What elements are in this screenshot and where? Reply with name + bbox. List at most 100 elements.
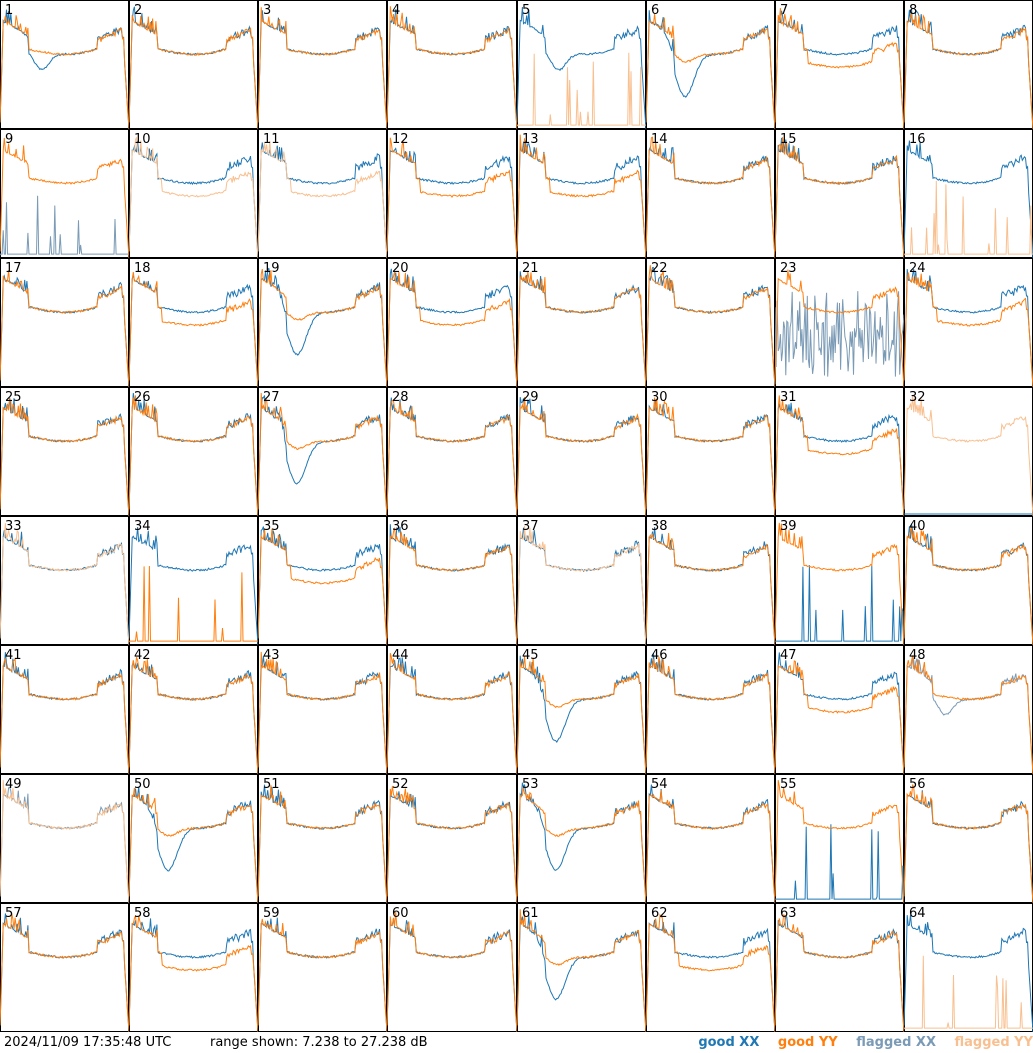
series-xx-good bbox=[0, 274, 129, 387]
series-yy-good bbox=[129, 272, 258, 387]
series-xx-good bbox=[904, 790, 1033, 903]
panel-number: 17 bbox=[5, 261, 22, 276]
panel-plot-1 bbox=[0, 0, 129, 129]
panel-plot-56 bbox=[904, 774, 1033, 903]
panel-plot-53 bbox=[517, 774, 646, 903]
series-yy-good bbox=[0, 270, 129, 387]
panel-number: 16 bbox=[909, 132, 926, 147]
panel-number: 10 bbox=[134, 132, 151, 147]
panel-43: 43 bbox=[258, 645, 387, 774]
panel-border bbox=[775, 0, 904, 129]
panel-48: 48 bbox=[904, 645, 1033, 774]
panel-plot-7 bbox=[775, 0, 904, 129]
panel-number: 54 bbox=[651, 777, 668, 792]
panel-number: 57 bbox=[5, 906, 22, 921]
legend-flagged-xx: flagged XX bbox=[856, 1035, 936, 1050]
series-yy-good bbox=[387, 6, 517, 129]
panel-number: 31 bbox=[780, 390, 797, 405]
panel-number: 21 bbox=[522, 261, 539, 276]
panel-number: 39 bbox=[780, 519, 797, 534]
series-yy-good bbox=[387, 271, 517, 387]
panel-border bbox=[517, 516, 646, 645]
panel-55: 55 bbox=[775, 774, 904, 903]
panel-border bbox=[129, 903, 258, 1032]
panel-plot-22 bbox=[646, 258, 775, 387]
panel-number: 26 bbox=[134, 390, 151, 405]
panel-number: 13 bbox=[522, 132, 539, 147]
panel-10: 10 bbox=[129, 129, 258, 258]
panel-plot-51 bbox=[258, 774, 387, 903]
panel-2: 2 bbox=[129, 0, 258, 129]
series-yy-flagged bbox=[904, 180, 1033, 256]
panel-8: 8 bbox=[904, 0, 1033, 129]
panel-number: 19 bbox=[263, 261, 280, 276]
panel-border bbox=[775, 645, 904, 774]
panel-plot-61 bbox=[517, 903, 646, 1032]
panel-number: 34 bbox=[134, 519, 151, 534]
panel-1: 1 bbox=[0, 0, 129, 129]
series-yy-good bbox=[0, 913, 129, 1032]
series-yy-good bbox=[517, 271, 646, 387]
panel-number: 8 bbox=[909, 3, 918, 18]
panel-number: 12 bbox=[392, 132, 409, 147]
series-xx-good bbox=[646, 267, 775, 387]
series-yy-good bbox=[258, 528, 387, 645]
panel-border bbox=[904, 0, 1033, 129]
panel-border bbox=[646, 774, 775, 903]
panel-52: 52 bbox=[387, 774, 517, 903]
series-xx-good bbox=[258, 142, 387, 258]
panel-border bbox=[129, 774, 258, 903]
panel-plot-59 bbox=[258, 903, 387, 1032]
panel-37: 37 bbox=[517, 516, 646, 645]
panel-15: 15 bbox=[775, 129, 904, 258]
panel-border bbox=[387, 0, 517, 129]
panel-border bbox=[646, 258, 775, 387]
panel-62: 62 bbox=[646, 903, 775, 1032]
panel-plot-48 bbox=[904, 645, 1033, 774]
panel-plot-44 bbox=[387, 645, 517, 774]
series-yy-good bbox=[387, 527, 517, 645]
series-yy-flagged bbox=[129, 136, 258, 258]
panel-39: 39 bbox=[775, 516, 904, 645]
panel-plot-2 bbox=[129, 0, 258, 129]
panel-21: 21 bbox=[517, 258, 646, 387]
panel-plot-8 bbox=[904, 0, 1033, 129]
panel-border bbox=[0, 774, 129, 903]
panel-plot-29 bbox=[517, 387, 646, 516]
panel-plot-60 bbox=[387, 903, 517, 1032]
series-xx-good bbox=[775, 402, 904, 516]
panel-number: 32 bbox=[909, 390, 926, 405]
panel-number: 61 bbox=[522, 906, 539, 921]
panel-number: 14 bbox=[651, 132, 668, 147]
panel-38: 38 bbox=[646, 516, 775, 645]
series-yy-good bbox=[646, 136, 775, 258]
series-xx-good bbox=[129, 918, 258, 1032]
series-yy-good bbox=[904, 526, 1033, 645]
panel-25: 25 bbox=[0, 387, 129, 516]
series-yy-good bbox=[258, 651, 387, 774]
series-yy-good bbox=[0, 398, 129, 516]
series-xx-good bbox=[646, 784, 775, 903]
panel-23: 23 bbox=[775, 258, 904, 387]
panel-plot-18 bbox=[129, 258, 258, 387]
panel-border bbox=[258, 387, 387, 516]
series-yy-good bbox=[775, 780, 904, 903]
panel-border bbox=[904, 645, 1033, 774]
panel-border bbox=[904, 129, 1033, 258]
panel-47: 47 bbox=[775, 645, 904, 774]
timestamp: 2024/11/09 17:35:48 UTC bbox=[4, 1035, 172, 1050]
panel-6: 6 bbox=[646, 0, 775, 129]
panel-number: 23 bbox=[780, 261, 797, 276]
panel-plot-26 bbox=[129, 387, 258, 516]
series-yy-good bbox=[129, 915, 258, 1032]
panel-20: 20 bbox=[387, 258, 517, 387]
panel-number: 48 bbox=[909, 648, 926, 663]
panel-7: 7 bbox=[775, 0, 904, 129]
panel-number: 49 bbox=[5, 777, 22, 792]
panel-number: 45 bbox=[522, 648, 539, 663]
panel-plot-23 bbox=[775, 258, 904, 387]
panel-35: 35 bbox=[258, 516, 387, 645]
series-xx-good bbox=[258, 655, 387, 774]
panel-plot-25 bbox=[0, 387, 129, 516]
